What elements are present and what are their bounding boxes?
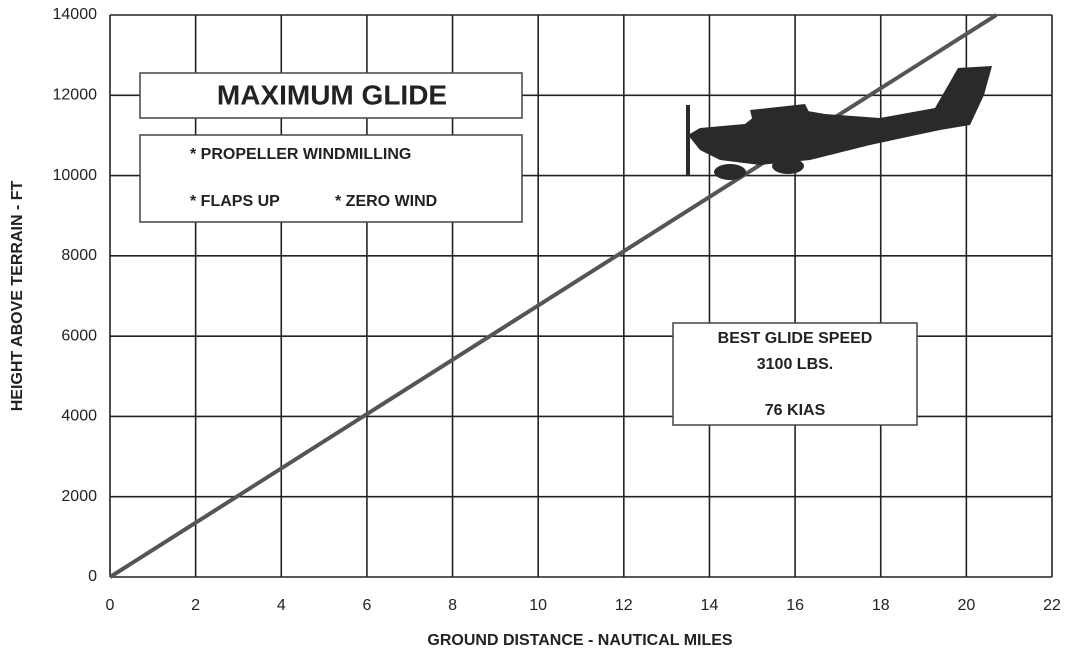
airplane [686,66,992,180]
page: MAXIMUM GLIDE * PROPELLER WINDMILLING * … [0,0,1068,649]
y-tick-label: 8000 [61,247,97,264]
y-tick-label: 6000 [61,327,97,344]
speed-note: 3100 LBS. [757,356,833,373]
x-tick-label: 12 [615,597,633,614]
note: * ZERO WIND [335,193,437,210]
chart: MAXIMUM GLIDE * PROPELLER WINDMILLING * … [0,0,1068,649]
x-tick-label: 18 [872,597,890,614]
x-tick-label: 16 [786,597,804,614]
x-tick-label: 10 [529,597,547,614]
speed-note: 76 KIAS [765,402,826,419]
y-tick-label: 4000 [61,408,97,425]
y-tick-label: 10000 [53,167,98,184]
note: * FLAPS UP [190,193,280,210]
x-tick-label: 14 [701,597,719,614]
x-tick-label: 2 [191,597,200,614]
y-axis-label: HEIGHT ABOVE TERRAIN - FT [9,181,26,412]
x-tick-label: 0 [106,597,115,614]
y-tick-label: 12000 [53,87,98,104]
x-tick-label: 8 [448,597,457,614]
x-tick-label: 22 [1043,597,1061,614]
y-tick-label: 0 [88,568,97,585]
x-axis-label: GROUND DISTANCE - NAUTICAL MILES [427,632,733,649]
speed-note: BEST GLIDE SPEED [718,330,873,347]
y-tick-label: 14000 [53,6,98,23]
x-tick-label: 4 [277,597,286,614]
y-tick-label: 2000 [61,488,97,505]
chart-title: MAXIMUM GLIDE [217,79,447,110]
x-tick-label: 20 [957,597,975,614]
note: * PROPELLER WINDMILLING [190,146,411,163]
x-tick-label: 6 [362,597,371,614]
